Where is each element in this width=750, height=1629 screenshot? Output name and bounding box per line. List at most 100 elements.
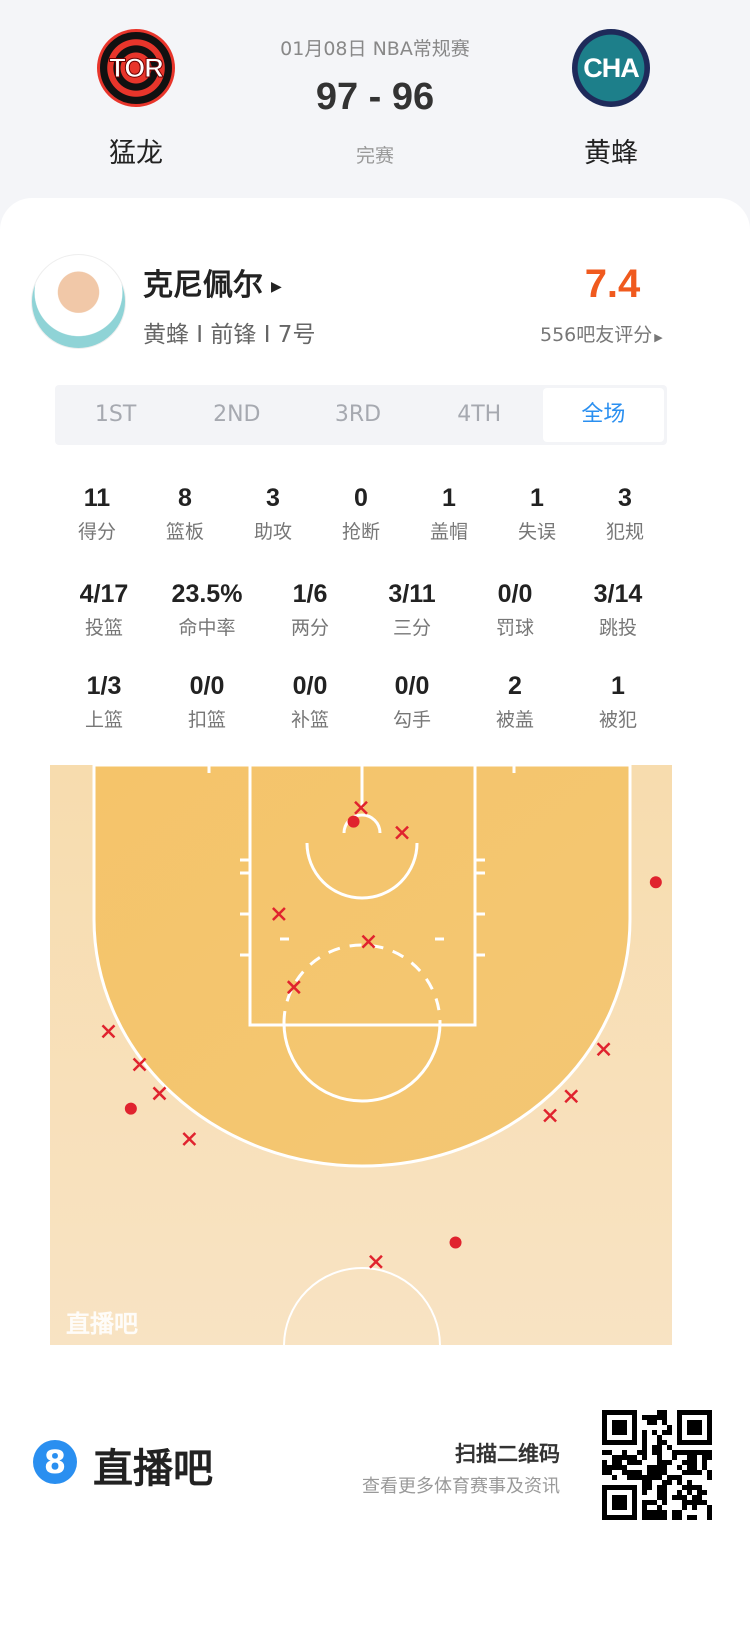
stat-value: 1/6 — [292, 580, 328, 608]
stat-value: 0/0 — [292, 672, 328, 700]
three-point-line — [92, 765, 632, 1168]
player-name: 克尼佩尔 — [143, 268, 263, 303]
stat-value: 11 — [83, 484, 111, 512]
stat-value: 8 — [178, 484, 192, 512]
stat-value: 4/17 — [79, 580, 129, 608]
tab-2nd[interactable]: 2ND — [213, 402, 261, 427]
stat-label: 上篮 — [84, 709, 123, 731]
shot-chart: 直播吧 — [50, 765, 672, 1345]
stat-label: 盖帽 — [429, 521, 468, 543]
rating-count: 556吧友评分 — [540, 324, 653, 346]
stat-item: 1/6 两分 — [255, 580, 365, 640]
stat-label: 被犯 — [598, 709, 637, 731]
stat-label: 投篮 — [84, 617, 123, 639]
stat-item: 23.5% 命中率 — [152, 580, 262, 640]
stat-value: 3 — [266, 484, 280, 512]
made-shot-marker — [649, 876, 662, 889]
stat-value: 0 — [354, 484, 368, 512]
stat-label: 勾手 — [392, 709, 431, 731]
stat-label: 命中率 — [178, 617, 236, 639]
missed-shot-marker — [272, 907, 286, 921]
period-tabs: 1ST 2ND 3RD 4TH 全场 — [55, 385, 667, 445]
missed-shot-marker — [395, 825, 409, 840]
stat-value: 0/0 — [189, 672, 225, 700]
stat-value: 0/0 — [497, 580, 533, 608]
scan-qr-subtitle: 查看更多体育赛事及资讯 — [362, 1476, 560, 1497]
match-status: 完赛 — [355, 145, 394, 167]
tab-1st[interactable]: 1ST — [94, 402, 137, 427]
stat-item: 3 犯规 — [570, 484, 680, 544]
stat-value: 2 — [508, 672, 522, 700]
stat-item: 3/14 跳投 — [563, 580, 673, 640]
stat-item: 4/17 投篮 — [49, 580, 159, 640]
stat-label: 跳投 — [598, 617, 637, 639]
tab-full-game[interactable]: 全场 — [542, 388, 665, 442]
stat-item: 1/3 上篮 — [49, 672, 159, 732]
missed-shot-marker — [152, 1086, 167, 1101]
stat-label: 抢断 — [341, 521, 380, 543]
stat-item: 1 被犯 — [563, 672, 673, 732]
missed-shot-marker — [369, 1254, 383, 1269]
made-shot-marker — [347, 815, 360, 828]
stat-item: 3 助攻 — [218, 484, 328, 544]
home-team-name: 猛龙 — [109, 138, 163, 169]
stat-label: 被盖 — [495, 709, 534, 731]
caret-right-icon: ▶ — [654, 331, 663, 344]
court-lines — [207, 765, 516, 1345]
away-team-name: 黄蜂 — [584, 138, 638, 169]
rating-count-link[interactable]: 556吧友评分 ▶ — [540, 320, 663, 347]
stat-item: 11 得分 — [42, 484, 152, 544]
stat-label: 两分 — [290, 617, 329, 639]
match-date-league: 01月08日 NBA常规赛 — [280, 38, 470, 60]
paint — [248, 765, 477, 1027]
stat-value: 1 — [442, 484, 456, 512]
player-avatar[interactable] — [31, 254, 126, 349]
stat-item: 1 盖帽 — [394, 484, 504, 544]
stat-label: 助攻 — [253, 521, 292, 543]
player-info: 黄蜂 I 前锋 I 7号 — [143, 322, 316, 348]
stat-value: 1 — [611, 672, 625, 700]
stat-value: 1 — [530, 484, 544, 512]
stat-label: 篮板 — [165, 521, 204, 543]
missed-shot-marker — [543, 1108, 557, 1123]
stat-label: 补篮 — [290, 709, 329, 731]
score: 97 - 96 — [315, 76, 435, 118]
tab-4th[interactable]: 4TH — [457, 402, 502, 427]
missed-shot-marker — [132, 1057, 147, 1072]
missed-shot-marker — [286, 980, 301, 995]
stat-item: 8 篮板 — [130, 484, 240, 544]
stat-value: 23.5% — [171, 580, 243, 608]
stat-label: 扣篮 — [187, 709, 226, 731]
stat-value: 3/11 — [388, 580, 436, 608]
stat-value: 3 — [618, 484, 632, 512]
brand-logo-icon: 8 — [33, 1440, 77, 1484]
stat-item: 0/0 罚球 — [460, 580, 570, 640]
stat-item: 1 失误 — [482, 484, 592, 544]
missed-shot-marker — [596, 1042, 611, 1057]
stat-item: 0/0 勾手 — [357, 672, 467, 732]
stat-label: 三分 — [392, 617, 431, 639]
stat-item: 0 抢断 — [306, 484, 416, 544]
stat-item: 0/0 扣篮 — [152, 672, 262, 732]
missed-shot-marker — [101, 1024, 116, 1039]
stat-item: 0/0 补篮 — [255, 672, 365, 732]
made-shot-marker — [449, 1236, 462, 1249]
missed-shot-marker — [564, 1089, 579, 1104]
stat-label: 失误 — [517, 521, 556, 543]
caret-right-icon: ▶ — [271, 278, 282, 295]
stat-label: 犯规 — [605, 521, 644, 543]
stat-label: 罚球 — [495, 617, 534, 639]
missed-shot-marker — [361, 934, 376, 949]
stat-item: 2 被盖 — [460, 672, 570, 732]
missed-shot-marker — [182, 1132, 197, 1146]
player-name-link[interactable]: 克尼佩尔 ▶ — [143, 260, 282, 304]
tab-3rd[interactable]: 3RD — [334, 402, 382, 427]
qr-code — [602, 1410, 712, 1520]
stat-value: 0/0 — [394, 672, 430, 700]
watermark: 直播吧 — [66, 1310, 138, 1338]
player-rating: 7.4 — [584, 262, 641, 306]
scan-qr-title: 扫描二维码 — [455, 1442, 560, 1466]
brand-name: 直播吧 — [93, 1446, 213, 1492]
stat-value: 3/14 — [593, 580, 643, 608]
stat-item: 3/11 三分 — [357, 580, 467, 640]
